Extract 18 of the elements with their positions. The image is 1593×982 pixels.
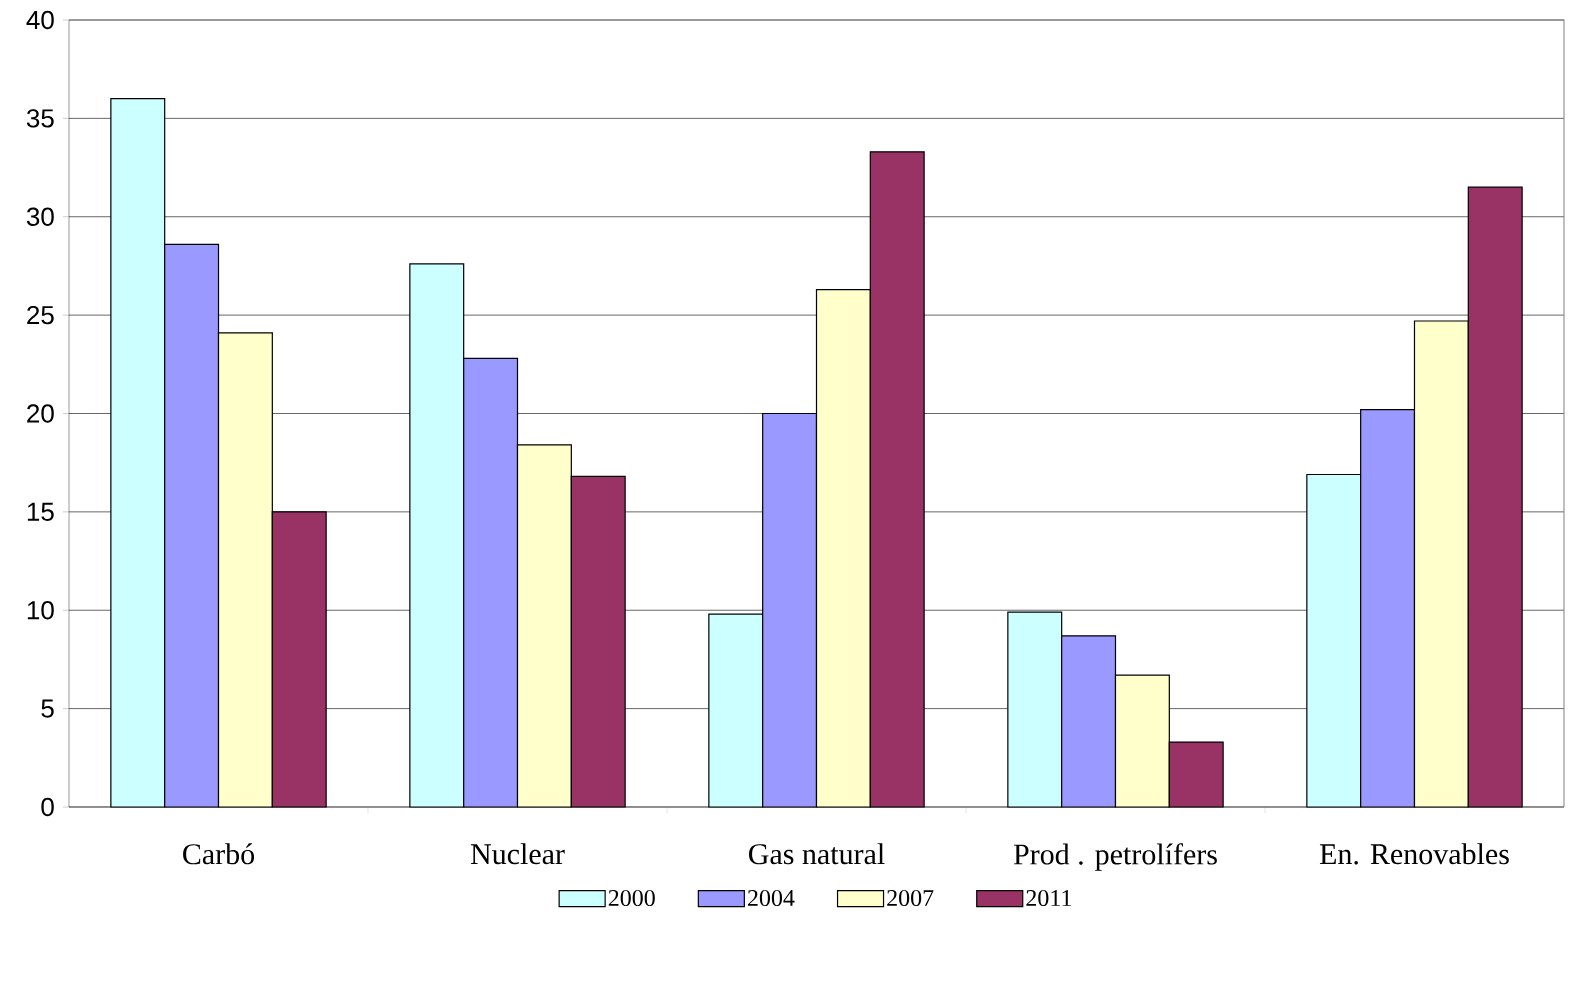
y-tick-label: 35 (26, 109, 54, 128)
legend-label: 2004 (747, 889, 795, 907)
y-tick-label: 20 (27, 404, 54, 423)
x-tick-label: Prod . petrolífers (1013, 843, 1217, 871)
x-tick-label: Gas natural (749, 843, 885, 865)
legend-label: 2007 (887, 889, 934, 907)
y-tick-label: 15 (27, 502, 54, 521)
y-tick-label: 10 (27, 601, 54, 620)
x-tick-label: En. Renovables (1319, 843, 1509, 865)
y-tick-label: 0 (41, 797, 54, 817)
legend-label: 2011 (1026, 889, 1071, 907)
x-tick-label: Nuclear (470, 843, 565, 865)
y-tick-label: 25 (27, 305, 54, 325)
legend-label: 2000 (608, 889, 655, 907)
y-tick-label: 40 (26, 10, 54, 30)
x-tick-label: Carbó (183, 843, 255, 865)
y-tick-label: 5 (41, 699, 54, 718)
y-tick-label: 30 (26, 207, 54, 226)
